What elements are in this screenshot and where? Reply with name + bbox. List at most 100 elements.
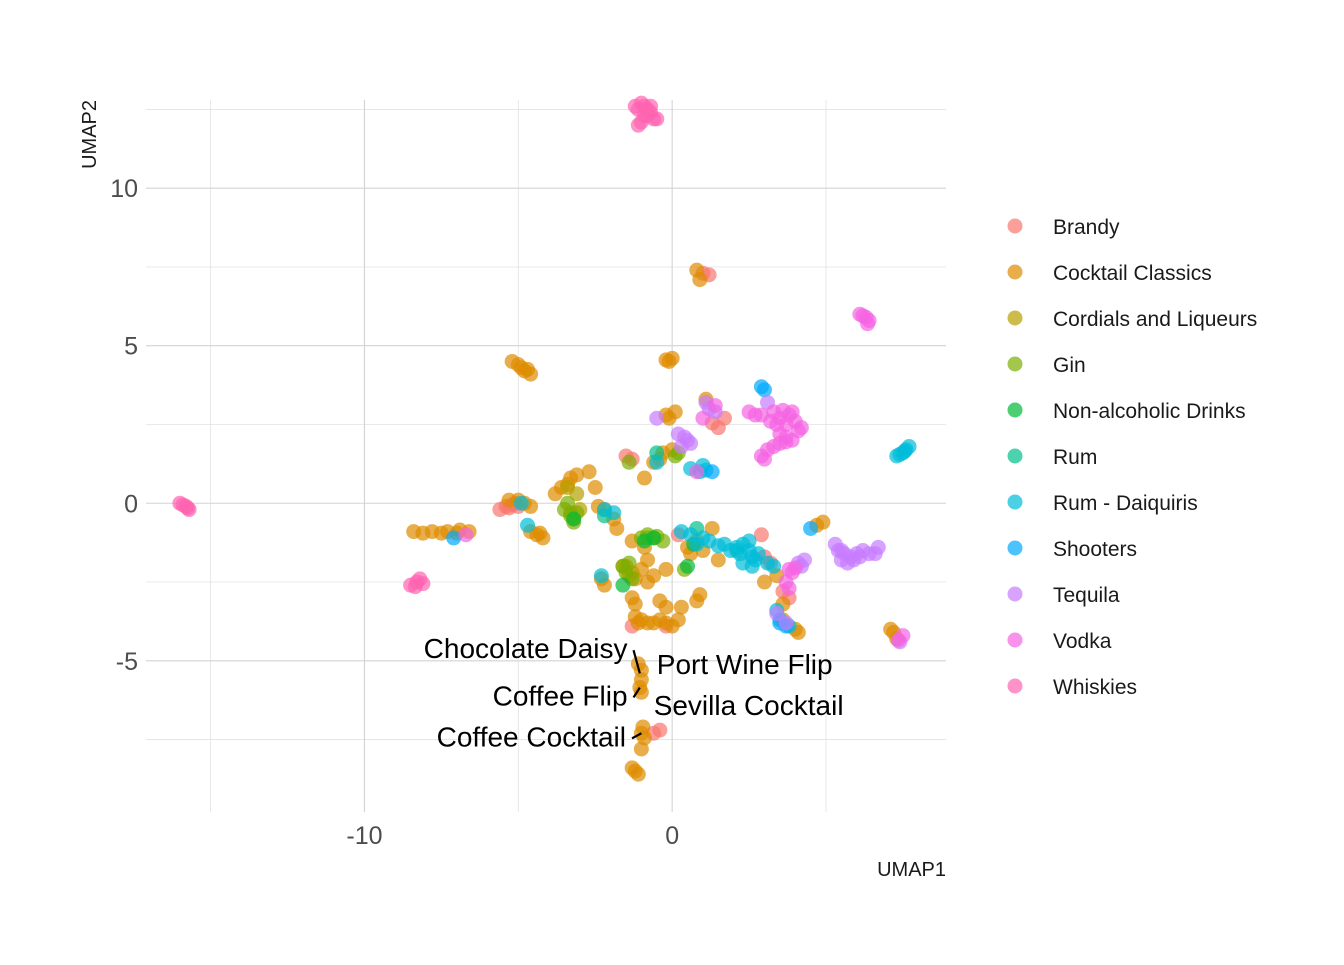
data-point [649,410,665,426]
data-point [689,593,705,609]
data-point [606,505,622,521]
data-point [587,480,603,496]
legend: Brandy Cocktail Classics Cordials and Liqu… [1007,216,1257,699]
legend-key [1007,540,1023,556]
y-axis-title: UMAP2 [79,100,101,169]
y-tick-label: 10 [110,175,138,203]
data-point [640,108,656,124]
annotation-sevilla-cocktail: Sevilla Cocktail [654,690,844,721]
annotation-leader-line [632,686,641,699]
legend-label: Cordials and Liqueurs [1053,308,1257,331]
data-point [560,495,576,511]
legend-label: Shooters [1053,538,1137,561]
data-point [680,558,696,574]
legend-item-vodka: Vodka [1007,630,1112,653]
annotation-coffee-flip: Coffee Flip [493,680,628,711]
y-tick-label: -5 [116,648,138,676]
data-point [630,766,646,782]
data-point [180,500,196,516]
data-point [766,558,782,574]
x-axis-title: UMAP1 [877,859,946,881]
data-point [870,539,886,555]
data-point [646,530,662,546]
data-point [609,520,625,536]
legend-label: Cocktail Classics [1053,262,1212,285]
data-point [649,454,665,470]
legend-label: Tequila [1053,584,1120,607]
data-point [756,382,772,398]
data-point [615,577,631,593]
annotation-leader-line [631,732,642,740]
data-point [695,410,711,426]
data-point [692,272,708,288]
y-tick-label: 0 [124,490,138,518]
data-point [803,520,819,536]
data-point [667,404,683,420]
legend-key [1007,218,1023,234]
series-rum-daiquiris [513,439,917,634]
annotation-coffee-cocktail: Coffee Cocktail [437,721,626,752]
legend-key [1007,448,1023,464]
legend-item-cordials-and-liqueurs: Cordials and Liqueurs [1007,308,1257,331]
data-point [658,561,674,577]
data-point [732,546,748,562]
legend-item-tequila: Tequila [1007,584,1120,607]
legend-key [1007,494,1023,510]
data-point [750,546,766,562]
data-point [621,454,637,470]
data-point [520,517,536,533]
data-point [593,568,609,584]
legend-key [1007,678,1023,694]
data-point [744,558,760,574]
legend-key [1007,264,1023,280]
data-point [566,511,582,527]
data-point [707,398,723,414]
x-tick-labels: -10 0 [346,822,679,850]
legend-label: Rum [1053,446,1097,469]
y-tick-label: 5 [124,333,138,361]
data-point [689,464,705,480]
legend-item-rum-daiquiris: Rum - Daiquiris [1007,492,1198,515]
annotation-leader-line [632,649,641,674]
data-point [890,632,906,648]
legend-label: Whiskies [1053,676,1137,699]
data-point [753,527,769,543]
data-point [446,530,462,546]
data-point [815,514,831,530]
x-tick-label: -10 [346,822,382,850]
series-shooters [446,379,819,634]
data-point [778,615,794,631]
data-point [781,580,797,596]
annotations-layer: Chocolate Daisy Port Wine Flip Coffee Flip… [424,633,844,752]
data-point [673,599,689,615]
data-point [633,684,649,700]
data-point [673,439,689,455]
legend-label: Non-alcoholic Drinks [1053,400,1246,423]
legend-item-gin: Gin [1007,354,1086,377]
data-point [569,486,585,502]
legend-label: Vodka [1053,630,1112,653]
legend-key [1007,402,1023,418]
legend-item-whiskies: Whiskies [1007,676,1137,699]
legend-item-cocktail-classics: Cocktail Classics [1007,262,1212,285]
data-point [896,443,912,459]
legend-label: Rum - Daiquiris [1053,492,1198,515]
legend-key [1007,310,1023,326]
data-point [513,495,529,511]
data-point [710,552,726,568]
series-vodka [458,306,911,648]
data-point [769,606,785,622]
data-point [833,543,849,559]
y-tick-labels: -5 0 5 10 [110,175,138,676]
data-point [763,413,779,429]
data-point [670,612,686,628]
legend-label: Brandy [1053,216,1120,239]
data-point [775,402,791,418]
data-point [646,568,662,584]
data-point [852,549,868,565]
data-point [627,596,643,612]
legend-item-non-alcoholic-drinks: Non-alcoholic Drinks [1007,400,1246,423]
legend-item-rum: Rum [1007,446,1097,469]
data-point [741,533,757,549]
